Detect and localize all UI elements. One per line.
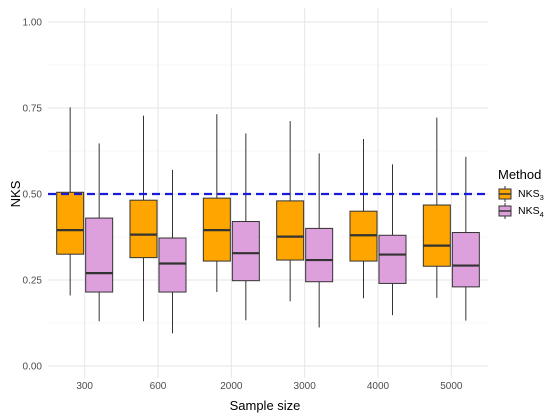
x-tick-label: 5000 bbox=[440, 381, 463, 392]
y-axis-title: NKS bbox=[8, 180, 23, 207]
legend-label: NKS4 bbox=[518, 205, 544, 219]
box-NKS3-300 bbox=[56, 107, 85, 296]
x-axis-ticks: 300 600 2000 3000 4000 5000 bbox=[76, 381, 463, 392]
box-NKS4-2000 bbox=[231, 133, 260, 321]
box-body bbox=[378, 234, 407, 284]
box-body bbox=[56, 191, 85, 255]
x-tick-label: 300 bbox=[76, 381, 93, 392]
legend: Method NKS3 NKS4 bbox=[498, 167, 544, 219]
x-tick-label: 2000 bbox=[220, 381, 243, 392]
box-NKS4-5000 bbox=[451, 156, 480, 321]
x-tick-label: 3000 bbox=[294, 381, 317, 392]
box-NKS3-3000 bbox=[276, 121, 305, 302]
box-NKS3-5000 bbox=[422, 117, 451, 298]
box-body bbox=[231, 221, 260, 282]
box-body bbox=[422, 204, 451, 267]
box-NKS4-3000 bbox=[305, 153, 334, 328]
y-tick-label: 0.00 bbox=[23, 362, 43, 373]
y-tick-label: 0.75 bbox=[23, 104, 43, 115]
box-NKS3-2000 bbox=[202, 114, 231, 293]
box-body bbox=[129, 199, 158, 259]
box-NKS3-4000 bbox=[349, 138, 378, 299]
box-NKS4-600 bbox=[158, 169, 187, 334]
y-tick-label: 1.00 bbox=[23, 18, 43, 29]
box-NKS4-4000 bbox=[378, 164, 407, 316]
box-body bbox=[158, 237, 187, 293]
box-NKS3-600 bbox=[129, 115, 158, 322]
y-tick-label: 0.50 bbox=[23, 190, 43, 201]
legend-entry-NKS4: NKS4 bbox=[498, 203, 544, 219]
legend-entry-NKS3: NKS3 bbox=[498, 186, 544, 202]
legend-title: Method bbox=[498, 167, 541, 182]
box-body bbox=[276, 200, 305, 261]
x-tick-label: 600 bbox=[150, 381, 167, 392]
box-body bbox=[451, 232, 480, 288]
box-NKS4-300 bbox=[85, 143, 114, 322]
x-axis-title: Sample size bbox=[230, 398, 301, 413]
y-tick-label: 0.25 bbox=[23, 276, 43, 287]
box-body bbox=[305, 227, 334, 283]
legend-label: NKS3 bbox=[518, 188, 544, 202]
y-axis-ticks: 0.00 0.25 0.50 0.75 1.00 bbox=[23, 18, 43, 373]
boxes-group bbox=[56, 107, 480, 334]
x-tick-label: 4000 bbox=[367, 381, 390, 392]
box-body bbox=[85, 217, 114, 293]
